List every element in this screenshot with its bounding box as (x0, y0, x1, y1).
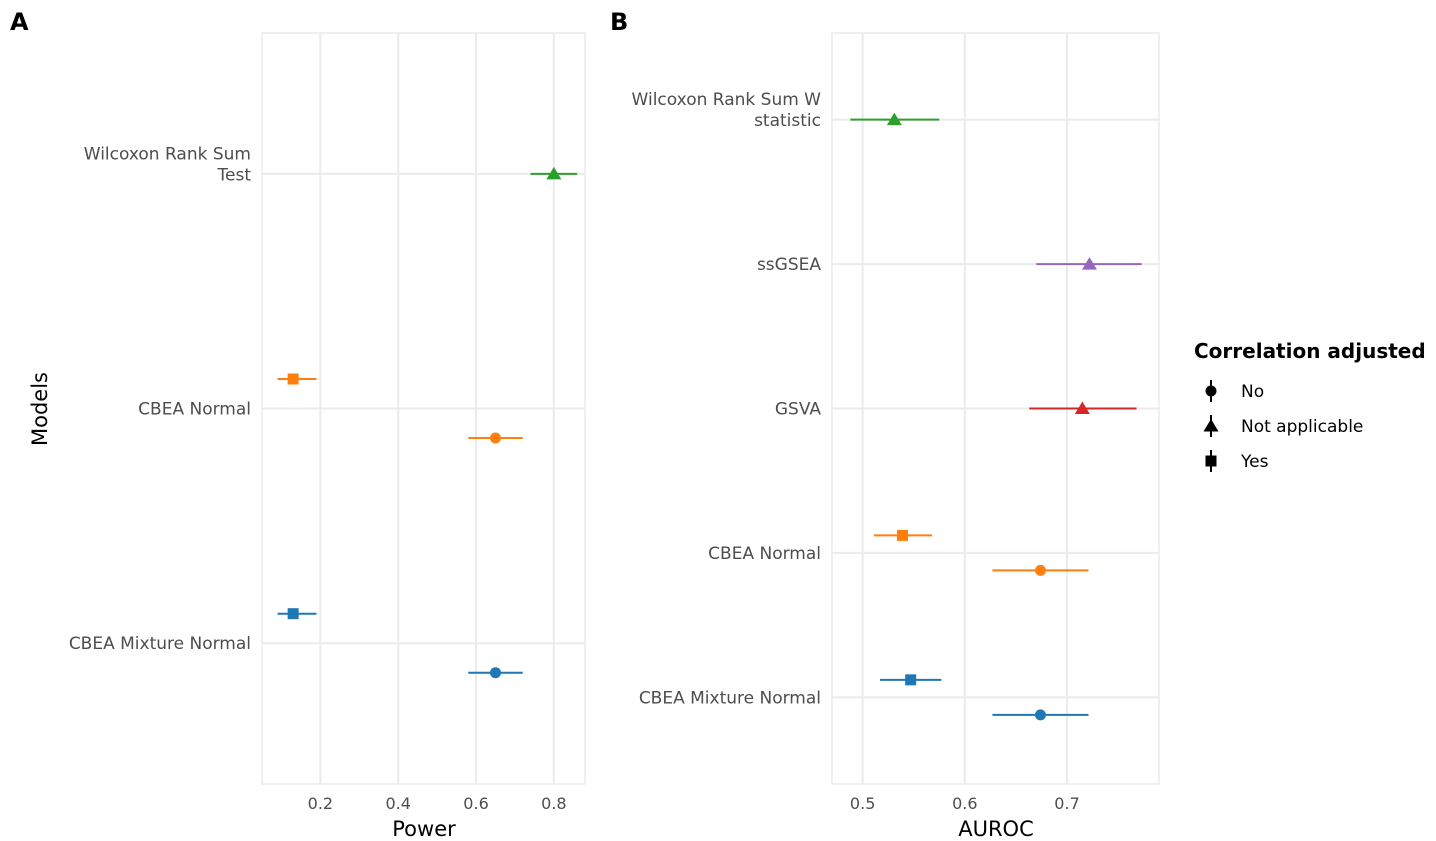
panel-a-y-axis-title: Models (28, 372, 52, 446)
panel-b-point-square (897, 529, 909, 541)
panel-a-y-tick-label: Wilcoxon Rank Sum (84, 144, 251, 164)
panel-a-point-circle (489, 667, 501, 679)
panel-b-point-circle (1034, 709, 1046, 721)
panel-a-point-square (287, 373, 299, 385)
legend-key-circle (1205, 385, 1217, 397)
legend-item-label: Yes (1240, 452, 1269, 472)
legend-item-label: No (1241, 382, 1264, 402)
legend-item-label: Not applicable (1241, 417, 1363, 437)
panel-b-x-tick-label: 0.6 (952, 794, 977, 813)
panel-a-x-tick-label: 0.8 (541, 794, 566, 813)
legend: Correlation adjusted No Not applicable Yes (1194, 339, 1426, 472)
panel-a-letter: A (10, 8, 29, 36)
legend-key-triangle (1203, 419, 1219, 432)
panel-b-y-tick-label: Wilcoxon Rank Sum W (632, 90, 822, 110)
panel-b-x-tick-label: 0.7 (1054, 794, 1079, 813)
panel-a-y-tick-label: Test (217, 165, 252, 185)
panel-a-x-tick-label: 0.6 (463, 794, 488, 813)
panel-b-point-triangle (1074, 401, 1090, 414)
panel-b-letter: B (610, 8, 628, 36)
panel-a-y-tick-label: CBEA Mixture Normal (69, 634, 251, 654)
panel-a-point-triangle (546, 166, 562, 180)
panel-b-y-tick-label: statistic (754, 111, 821, 131)
panel-b-point-triangle (1082, 257, 1098, 270)
legend-title: Correlation adjusted (1194, 339, 1426, 363)
panel-a-y-tick-label: CBEA Normal (138, 400, 251, 420)
panel-b-plot: 0.5 0.6 0.7 CBEA Mixture Normal CBEA Normal G… (632, 32, 1160, 813)
panel-a-x-tick-label: 0.2 (308, 794, 333, 813)
panel-b-y-tick-label: CBEA Mixture Normal (639, 688, 821, 708)
panel-a-point-square (287, 608, 299, 620)
panel-b-x-tick-label: 0.5 (850, 794, 875, 813)
legend-key-square (1205, 455, 1217, 467)
panel-a-x-axis-title: Power (392, 817, 456, 841)
panel-b-x-axis-title: AUROC (958, 817, 1034, 841)
panel-b-y-tick-label: ssGSEA (757, 255, 821, 275)
panel-b-point-circle (1034, 564, 1046, 576)
panel-b-point-square (905, 674, 917, 686)
panel-b-y-tick-label: CBEA Normal (708, 544, 821, 564)
panel-a-point-circle (489, 432, 501, 444)
panel-b-y-tick-label: GSVA (775, 400, 822, 420)
panel-a-x-tick-label: 0.4 (385, 794, 410, 813)
panel-a-plot: 0.2 0.4 0.6 0.8 CBEA Mixture Normal CBEA Norm… (69, 32, 586, 813)
panel-b-point-triangle (886, 112, 902, 126)
